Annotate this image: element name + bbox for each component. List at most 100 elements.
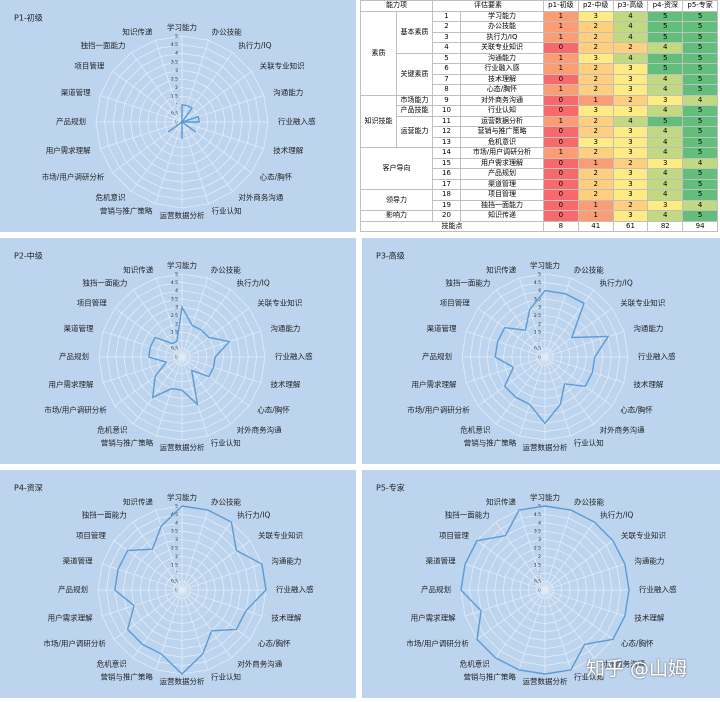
- spoke: [101, 563, 183, 591]
- axis-label: 市场/用户调研分析: [406, 638, 469, 648]
- score-cell: 2: [577, 21, 614, 33]
- item-name: 关联专业知识: [460, 42, 544, 54]
- spoke: [465, 356, 546, 384]
- spoke: [464, 589, 546, 617]
- spoke: [495, 289, 546, 358]
- item-no: 16: [432, 168, 461, 180]
- axis-label: 知识传递: [123, 497, 153, 507]
- sub-group-cell: 关键素质: [396, 52, 433, 96]
- spoke: [477, 307, 546, 358]
- spoke: [181, 509, 209, 591]
- score-cell: 4: [612, 21, 649, 33]
- axis-label: 心态/胸怀: [620, 404, 653, 414]
- item-no: 6: [432, 63, 461, 75]
- spoke: [544, 356, 572, 437]
- score-cell: 2: [577, 168, 614, 180]
- r-tick-label: 3: [538, 305, 541, 311]
- score-cell: 3: [612, 105, 649, 117]
- axis-label: 知识传递: [486, 497, 516, 507]
- score-cell: 4: [612, 31, 649, 43]
- table-row: 运营能力 11 运营数据分析 1 2 4 5 5: [361, 115, 718, 148]
- spoke: [113, 589, 183, 640]
- axis-label: 办公技能: [211, 497, 241, 507]
- score-cell: 5: [647, 63, 684, 75]
- spoke: [114, 307, 183, 358]
- spoke: [544, 589, 614, 640]
- spoke: [544, 563, 626, 591]
- score-cell: 5: [647, 115, 684, 127]
- score-cell: 5: [682, 210, 718, 222]
- score-cell: 4: [682, 157, 718, 169]
- score-cell: 1: [543, 147, 579, 159]
- r-tick-label: 2: [538, 554, 541, 560]
- table-row: 15 用户需求理解 0 1 2 3 4: [361, 157, 718, 169]
- axis-label: 产品规划: [58, 584, 88, 594]
- score-cell: 5: [682, 42, 718, 54]
- score-cell: 3: [612, 84, 649, 96]
- axis-label: 心态/胸怀: [621, 638, 654, 648]
- score-cell: 5: [647, 21, 684, 33]
- score-cell: 5: [682, 84, 718, 96]
- axis-label: 学习能力: [530, 260, 560, 270]
- spoke: [518, 509, 546, 591]
- data-line: [494, 289, 610, 425]
- score-cell: 2: [612, 157, 649, 169]
- axis-label: 沟通能力: [634, 556, 664, 566]
- score-cell: 3: [612, 210, 649, 222]
- axis-label: 市场/用户调研分析: [43, 638, 106, 648]
- r-tick-label: 2: [538, 321, 541, 327]
- spoke: [495, 589, 546, 659]
- axis-label: 独挡一面能力: [445, 510, 490, 520]
- score-cell: 4: [647, 136, 684, 148]
- axis-label: 心态/胸怀: [260, 171, 293, 181]
- group-cell: 素质: [360, 10, 397, 96]
- score-cell: 1: [543, 52, 579, 64]
- item-no: 14: [432, 147, 461, 159]
- item-no: 4: [432, 42, 461, 54]
- axis-label: 办公技能: [574, 497, 604, 507]
- table-row: 客户导向 14 市场/用户调研分析 1 2 3 4 5: [360, 147, 718, 190]
- score-cell: 2: [577, 42, 614, 54]
- axis-label: 心态/胸怀: [257, 404, 290, 414]
- score-cell: 3: [612, 189, 649, 201]
- score-cell: 5: [682, 189, 718, 201]
- score-cell: 4: [682, 94, 718, 106]
- spoke: [100, 95, 183, 123]
- axis-label: 技术理解: [633, 379, 663, 389]
- item-name: 用户需求理解: [460, 157, 544, 169]
- score-cell: 2: [612, 42, 649, 54]
- score-cell: 0: [543, 136, 579, 148]
- spoke: [155, 277, 183, 358]
- spoke: [181, 277, 209, 358]
- table-body: 素质 基本素质 1 学习能力 1 3 4 5 5 2 办公技能 1 2 4 5 5 3 执行力/IQ 1 2 4 5 5 4 关…: [360, 10, 718, 232]
- item-name: 心态/胸怀: [460, 84, 544, 96]
- axis-label: 沟通能力: [270, 323, 300, 333]
- spoke: [132, 356, 183, 425]
- axis-label: 行业认知: [211, 438, 241, 448]
- table-row: 19 独挡一面能力 0 1 2 3 4: [361, 199, 718, 211]
- score-cell: 5: [682, 136, 718, 148]
- score-cell: 4: [647, 42, 684, 54]
- total-cell: 41: [577, 220, 614, 232]
- axis-label: 沟通能力: [273, 87, 303, 97]
- item-no: 8: [432, 84, 461, 96]
- item-no: 5: [432, 52, 461, 64]
- axis-label: 营销与推广策略: [100, 205, 153, 215]
- score-cell: 1: [577, 94, 614, 106]
- item-name: 知识传递: [460, 210, 544, 222]
- r-tick-label: 0: [175, 355, 178, 361]
- r-tick-label: 2: [175, 85, 178, 91]
- item-name: 产品规划: [460, 168, 544, 180]
- r-tick-label: 5: [538, 272, 541, 278]
- axis-label: 对外商务沟通: [600, 425, 645, 435]
- score-cell: 0: [543, 73, 579, 85]
- r-tick-label: 2: [175, 554, 178, 560]
- axis-label: 独挡一面能力: [82, 277, 127, 287]
- score-cell: 5: [682, 178, 718, 190]
- header-cell: p3-高级: [612, 0, 649, 12]
- item-name: 沟通能力: [460, 52, 544, 64]
- item-no: 3: [432, 31, 461, 43]
- r-tick-label: 2.5: [171, 313, 178, 319]
- score-cell: 5: [682, 73, 718, 85]
- r-tick-label: 3: [175, 537, 178, 543]
